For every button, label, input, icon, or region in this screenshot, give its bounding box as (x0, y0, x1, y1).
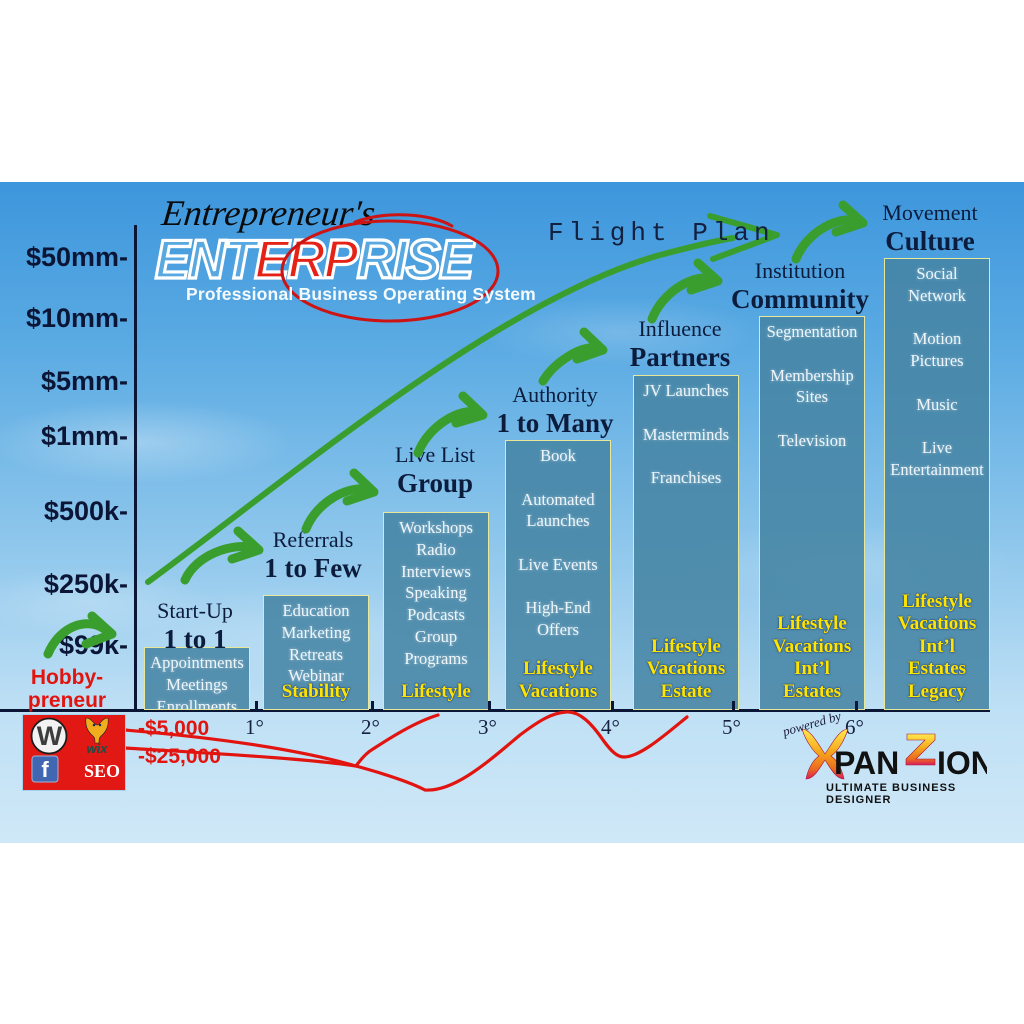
svg-text:f: f (41, 757, 49, 782)
svg-text:PAN: PAN (834, 745, 899, 781)
svg-text:W: W (37, 721, 63, 751)
svg-text:ION: ION (937, 745, 987, 781)
svg-text:SEO: SEO (84, 761, 120, 781)
svg-text:wix: wix (87, 741, 109, 756)
